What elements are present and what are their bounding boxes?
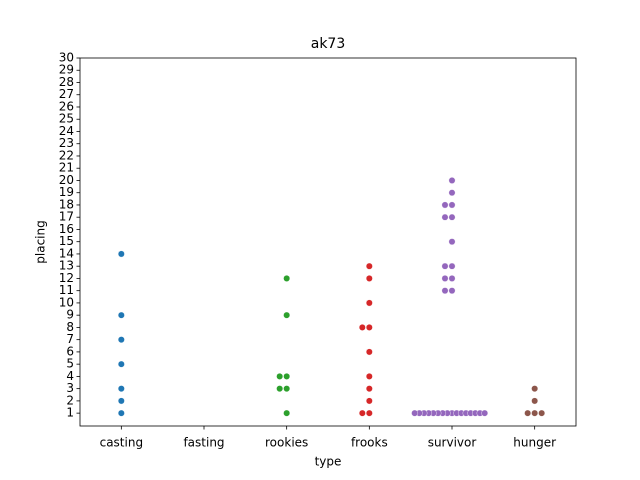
- swarm-point: [117, 311, 125, 319]
- x-tick-label: casting: [100, 436, 143, 450]
- y-tick-label: 13: [59, 259, 74, 273]
- y-tick-label: 2: [66, 393, 74, 407]
- swarm-point: [448, 262, 456, 270]
- y-tick-label: 14: [59, 246, 74, 260]
- swarm-point: [448, 287, 456, 295]
- swarm-point: [276, 385, 284, 393]
- swarm-point: [117, 250, 125, 258]
- y-tick-label: 17: [59, 210, 74, 224]
- swarm-point: [283, 409, 291, 417]
- swarm-point: [448, 177, 456, 184]
- swarm-point: [448, 275, 456, 282]
- swarm-point: [365, 324, 373, 331]
- y-tick-label: 4: [66, 369, 74, 383]
- swarm-point: [365, 409, 373, 417]
- swarm-point: [441, 275, 449, 282]
- y-tick-label: 15: [59, 234, 74, 248]
- y-tick-label: 11: [59, 283, 74, 297]
- swarm-point: [365, 385, 373, 393]
- y-tick-label: 21: [59, 161, 74, 175]
- swarm-point: [283, 373, 291, 380]
- y-tick-label: 30: [59, 51, 74, 65]
- swarm-point: [365, 262, 373, 270]
- y-tick-label: 12: [59, 271, 74, 285]
- swarm-point: [531, 397, 539, 405]
- swarm-point: [448, 201, 456, 209]
- y-tick-label: 10: [59, 295, 74, 309]
- plot-frame: [79, 57, 577, 427]
- y-axis-label: placing: [34, 220, 48, 263]
- y-tick-label: 28: [59, 75, 74, 89]
- swarm-point: [117, 409, 125, 417]
- chart-title: ak73: [311, 36, 346, 52]
- y-tick-label: 3: [66, 381, 74, 395]
- swarm-point: [441, 287, 449, 295]
- y-tick-label: 26: [59, 99, 74, 113]
- swarm-point: [365, 299, 373, 307]
- y-tick-label: 22: [59, 148, 74, 162]
- swarm-point: [441, 262, 449, 270]
- swarm-point: [276, 373, 284, 380]
- swarm-point: [441, 213, 449, 221]
- y-tick-label: 23: [59, 136, 74, 150]
- swarm-point: [441, 201, 449, 209]
- y-tick-label: 29: [59, 63, 74, 77]
- y-tick-label: 19: [59, 185, 74, 199]
- x-axis-label: type: [315, 455, 342, 469]
- swarm-point: [117, 397, 125, 405]
- swarm-point: [365, 275, 373, 282]
- swarm-point: [358, 324, 366, 331]
- y-tick-label: 18: [59, 197, 74, 211]
- swarm-point: [448, 189, 456, 197]
- swarm-point: [411, 409, 419, 417]
- y-tick-label: 6: [66, 344, 74, 358]
- y-tick-label: 16: [59, 222, 74, 236]
- swarm-point: [117, 360, 125, 368]
- x-tick-label: rookies: [265, 436, 308, 450]
- swarm-point: [448, 213, 456, 221]
- swarm-point: [448, 238, 456, 246]
- x-tick-label: hunger: [513, 436, 556, 450]
- swarm-point: [365, 397, 373, 405]
- swarm-point: [117, 336, 125, 344]
- x-tick-label: fasting: [183, 436, 224, 450]
- swarm-point: [117, 385, 125, 393]
- y-tick-label: 7: [66, 332, 74, 346]
- swarm-point: [531, 409, 539, 417]
- y-tick-label: 8: [66, 320, 74, 334]
- y-tick-label: 25: [59, 112, 74, 126]
- swarm-point: [538, 409, 546, 417]
- swarm-point: [524, 409, 532, 417]
- y-tick-label: 5: [66, 357, 74, 371]
- swarm-point: [283, 385, 291, 393]
- y-tick-label: 27: [59, 87, 74, 101]
- y-tick-label: 9: [66, 308, 74, 322]
- y-tick-label: 20: [59, 173, 74, 187]
- swarm-point: [365, 348, 373, 356]
- swarm-point: [358, 409, 366, 417]
- swarm-point: [283, 311, 291, 319]
- y-tick-label: 24: [59, 124, 74, 138]
- swarm-point: [283, 275, 291, 282]
- swarm-point: [365, 373, 373, 380]
- y-tick-label: 1: [66, 406, 74, 420]
- x-tick-label: survivor: [428, 436, 477, 450]
- x-tick-label: frooks: [351, 436, 388, 450]
- swarm-point: [531, 385, 539, 393]
- swarm-point: [481, 409, 489, 417]
